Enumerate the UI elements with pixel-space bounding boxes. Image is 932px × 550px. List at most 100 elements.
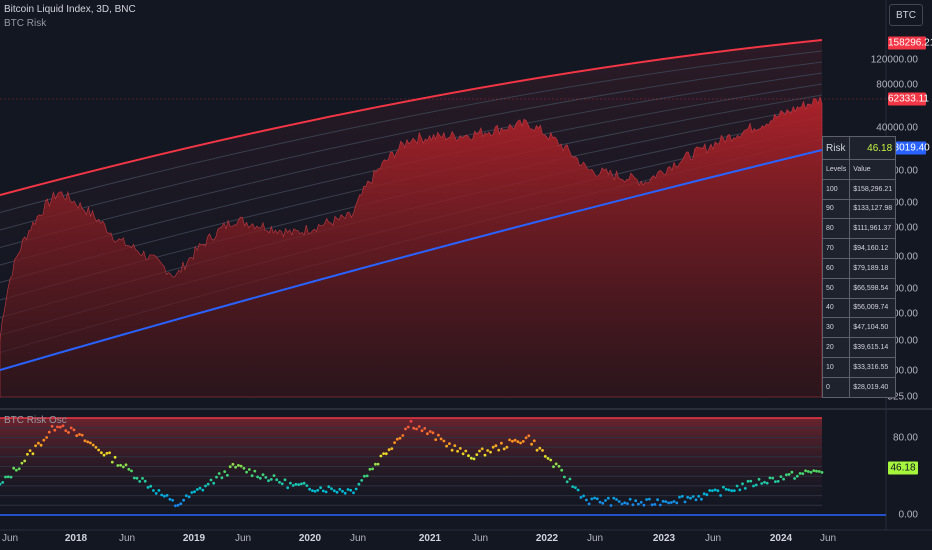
osc-point — [732, 489, 736, 492]
osc-point — [760, 482, 764, 485]
osc-point — [500, 441, 503, 445]
osc-point — [47, 430, 51, 434]
osc-point — [67, 431, 70, 434]
osc-point — [801, 472, 805, 475]
osc-point — [483, 453, 487, 457]
osc-point — [467, 454, 470, 458]
value-cell: $66,598.54 — [849, 277, 897, 299]
osc-point — [667, 501, 670, 505]
osc-point — [795, 474, 799, 478]
osc-point — [171, 498, 175, 502]
osc-point — [253, 469, 257, 473]
osc-point — [448, 442, 451, 445]
osc-point — [39, 443, 43, 447]
osc-point — [426, 432, 429, 436]
osc-point — [735, 484, 739, 488]
osc-point — [56, 425, 59, 429]
osc-point — [521, 440, 525, 443]
osc-point — [398, 436, 402, 440]
osc-point — [17, 467, 21, 471]
osc-point — [513, 438, 517, 442]
osc-point — [360, 479, 364, 482]
osc-point — [250, 474, 254, 478]
osc-point — [127, 467, 131, 471]
osc-point — [645, 498, 648, 501]
osc-point — [376, 462, 380, 466]
osc-level-lines — [0, 427, 822, 506]
osc-point — [75, 434, 79, 437]
osc-point — [774, 480, 777, 483]
osc-point — [650, 503, 654, 507]
osc-point — [182, 498, 186, 502]
time-tick: 2019 — [182, 533, 206, 544]
osc-point — [776, 479, 780, 483]
osc-point — [78, 433, 81, 436]
price-tick: 5000.00 — [881, 251, 918, 263]
osc-point — [368, 467, 372, 471]
osc-title: BTC Risk Osc — [4, 415, 67, 426]
osc-point — [204, 484, 207, 488]
osc-point — [382, 452, 385, 455]
osc-point — [771, 476, 775, 480]
osc-point — [335, 490, 339, 494]
level-cell: 100 — [821, 178, 851, 200]
osc-point — [1, 481, 5, 484]
value-cell: $33,316.55 — [849, 356, 897, 378]
osc-point — [393, 441, 396, 444]
osc-point — [220, 476, 224, 480]
osc-point — [346, 488, 350, 491]
osc-point — [174, 504, 177, 508]
osc-point — [475, 453, 479, 456]
osc-point — [790, 470, 794, 474]
osc-point — [184, 494, 188, 497]
osc-point — [598, 500, 602, 504]
osc-point — [278, 480, 281, 484]
risk-label: Risk — [821, 136, 851, 160]
osc-point — [316, 488, 320, 492]
price-area — [0, 96, 823, 398]
osc-point — [757, 477, 761, 481]
osc-point — [716, 489, 720, 493]
osc-point — [37, 441, 40, 445]
osc-point — [639, 500, 643, 504]
osc-point — [524, 436, 528, 440]
osc-point — [658, 503, 662, 507]
osc-point — [89, 441, 92, 445]
osc-point — [300, 482, 303, 486]
price-tick: 3000.00 — [881, 283, 918, 295]
osc-point — [42, 438, 46, 442]
osc-point — [458, 447, 462, 450]
value-cell: $47,104.50 — [849, 317, 897, 339]
osc-point — [215, 475, 218, 479]
price-tick: 40000.00 — [876, 122, 918, 134]
osc-point — [442, 439, 446, 443]
osc-point — [365, 474, 369, 478]
osc-point — [58, 425, 62, 429]
osc-point — [234, 465, 238, 469]
table-row: 20 $39,615.14 — [821, 337, 897, 358]
osc-point — [417, 425, 421, 428]
osc-point — [565, 480, 569, 484]
osc-point — [541, 449, 544, 452]
osc-point — [86, 440, 90, 444]
osc-point — [198, 486, 202, 490]
value-cell: $158,296.21 — [849, 178, 897, 200]
osc-point — [256, 475, 259, 479]
osc-point — [691, 495, 695, 498]
osc-point — [456, 449, 459, 453]
symbol-button[interactable]: BTC — [889, 4, 923, 26]
osc-point — [445, 444, 448, 448]
osc-point — [390, 447, 394, 450]
osc-point — [341, 489, 344, 493]
osc-point — [12, 466, 16, 470]
osc-point — [363, 474, 366, 478]
osc-tick-80: 80.00 — [892, 432, 918, 444]
value-cell: $79,189.18 — [849, 257, 897, 279]
osc-point — [579, 496, 583, 499]
osc-point — [516, 440, 520, 444]
osc-point — [195, 488, 199, 491]
time-tick: 2018 — [64, 533, 88, 544]
osc-point — [804, 469, 807, 473]
osc-point — [212, 481, 216, 485]
